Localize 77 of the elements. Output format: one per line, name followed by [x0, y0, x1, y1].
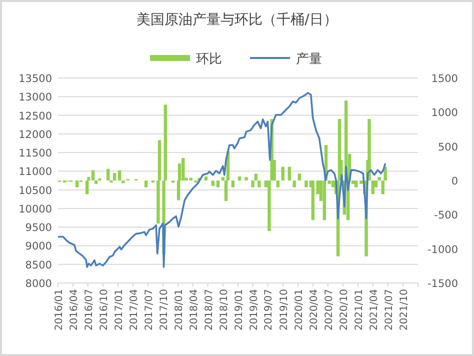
bar	[238, 176, 242, 180]
title: 美国原油产量与环比（千桶/日）	[136, 12, 338, 28]
x-tick-label: 2019/07	[264, 289, 275, 331]
y2-tick-label: 1500	[431, 73, 458, 85]
y2-tick-label: 1000	[431, 107, 458, 120]
x-tick-label: 2019/01	[234, 289, 245, 331]
y-tick-label: 13500	[18, 73, 52, 85]
x-tick-label: 2017/01	[114, 289, 126, 331]
x-tick-label: 2018/10	[218, 289, 230, 331]
y-tick-label: 8500	[25, 259, 52, 272]
y-tick-label: 10000	[18, 203, 52, 216]
bar	[231, 180, 235, 188]
y2-tick-label: -1000	[427, 244, 458, 256]
bar	[85, 180, 89, 194]
bar	[258, 180, 261, 188]
y2-tick-label: -1500	[427, 278, 458, 290]
bar	[106, 168, 110, 180]
bar	[288, 166, 292, 180]
y2-tick-label: -500	[434, 210, 458, 222]
x-tick-label: 2019/04	[248, 289, 260, 331]
bar	[368, 119, 371, 180]
y-tick-label: 12000	[18, 128, 52, 141]
bar	[281, 166, 284, 180]
x-tick-label: 2017/07	[144, 289, 155, 331]
x-tick-label: 2020/01	[294, 289, 305, 331]
x-tick-label: 2017/10	[158, 289, 170, 331]
x-tick-label: 2016/04	[68, 289, 80, 331]
y-tick-label: 9500	[25, 222, 52, 234]
bar	[211, 180, 214, 186]
bar	[292, 180, 296, 188]
y-tick-label: 9000	[25, 240, 52, 253]
y2-tick-label: 500	[438, 141, 458, 154]
x-tick-label: 2016/07	[84, 289, 95, 331]
y-tick-label: 11000	[18, 166, 52, 178]
x-tick-label: 2021/10	[398, 289, 410, 331]
bar	[144, 180, 148, 188]
x-tick-label: 2016/10	[99, 289, 110, 331]
x-tick-label: 2021/04	[368, 289, 380, 331]
y-tick-label: 13000	[18, 92, 52, 104]
bar	[216, 180, 220, 188]
x-tick-label: 2017/04	[128, 289, 140, 331]
x-tick-label: 2018/01	[174, 289, 186, 331]
bar	[378, 177, 381, 180]
x-tick-label: 2021/01	[354, 289, 366, 331]
x-tick-label: 2019/10	[278, 289, 290, 331]
y-tick-label: 8000	[25, 278, 52, 290]
y-tick-label: 10500	[18, 184, 52, 197]
bar	[251, 180, 254, 188]
legend-label: 产量	[296, 52, 322, 67]
bar	[244, 177, 248, 180]
bar	[122, 180, 125, 184]
bar	[371, 180, 374, 194]
y-tick-label: 11500	[18, 148, 52, 160]
bar	[204, 176, 208, 180]
bar	[351, 180, 355, 184]
y2-tick-label: 0	[451, 176, 458, 188]
bar	[75, 180, 79, 188]
x-tick-label: 2020/07	[324, 289, 335, 331]
y-tick-label: 12500	[18, 110, 52, 122]
x-tick-label: 2021/07	[384, 289, 395, 331]
legend-label: 环比	[196, 52, 222, 67]
bar	[118, 170, 122, 180]
x-tick-label: 2020/10	[338, 289, 350, 331]
bar	[254, 174, 258, 180]
bar	[94, 180, 98, 184]
x-tick-label: 2016/01	[54, 289, 65, 331]
x-tick-label: 2020/04	[308, 289, 320, 331]
bar	[182, 158, 185, 180]
bar	[298, 174, 302, 180]
bar	[354, 180, 358, 188]
x-tick-label: 2018/07	[204, 289, 215, 331]
bar	[91, 170, 95, 180]
bar	[304, 180, 308, 188]
bar	[112, 172, 116, 180]
x-tick-label: 2018/04	[188, 289, 200, 331]
bar	[276, 180, 280, 188]
bar	[221, 177, 224, 180]
